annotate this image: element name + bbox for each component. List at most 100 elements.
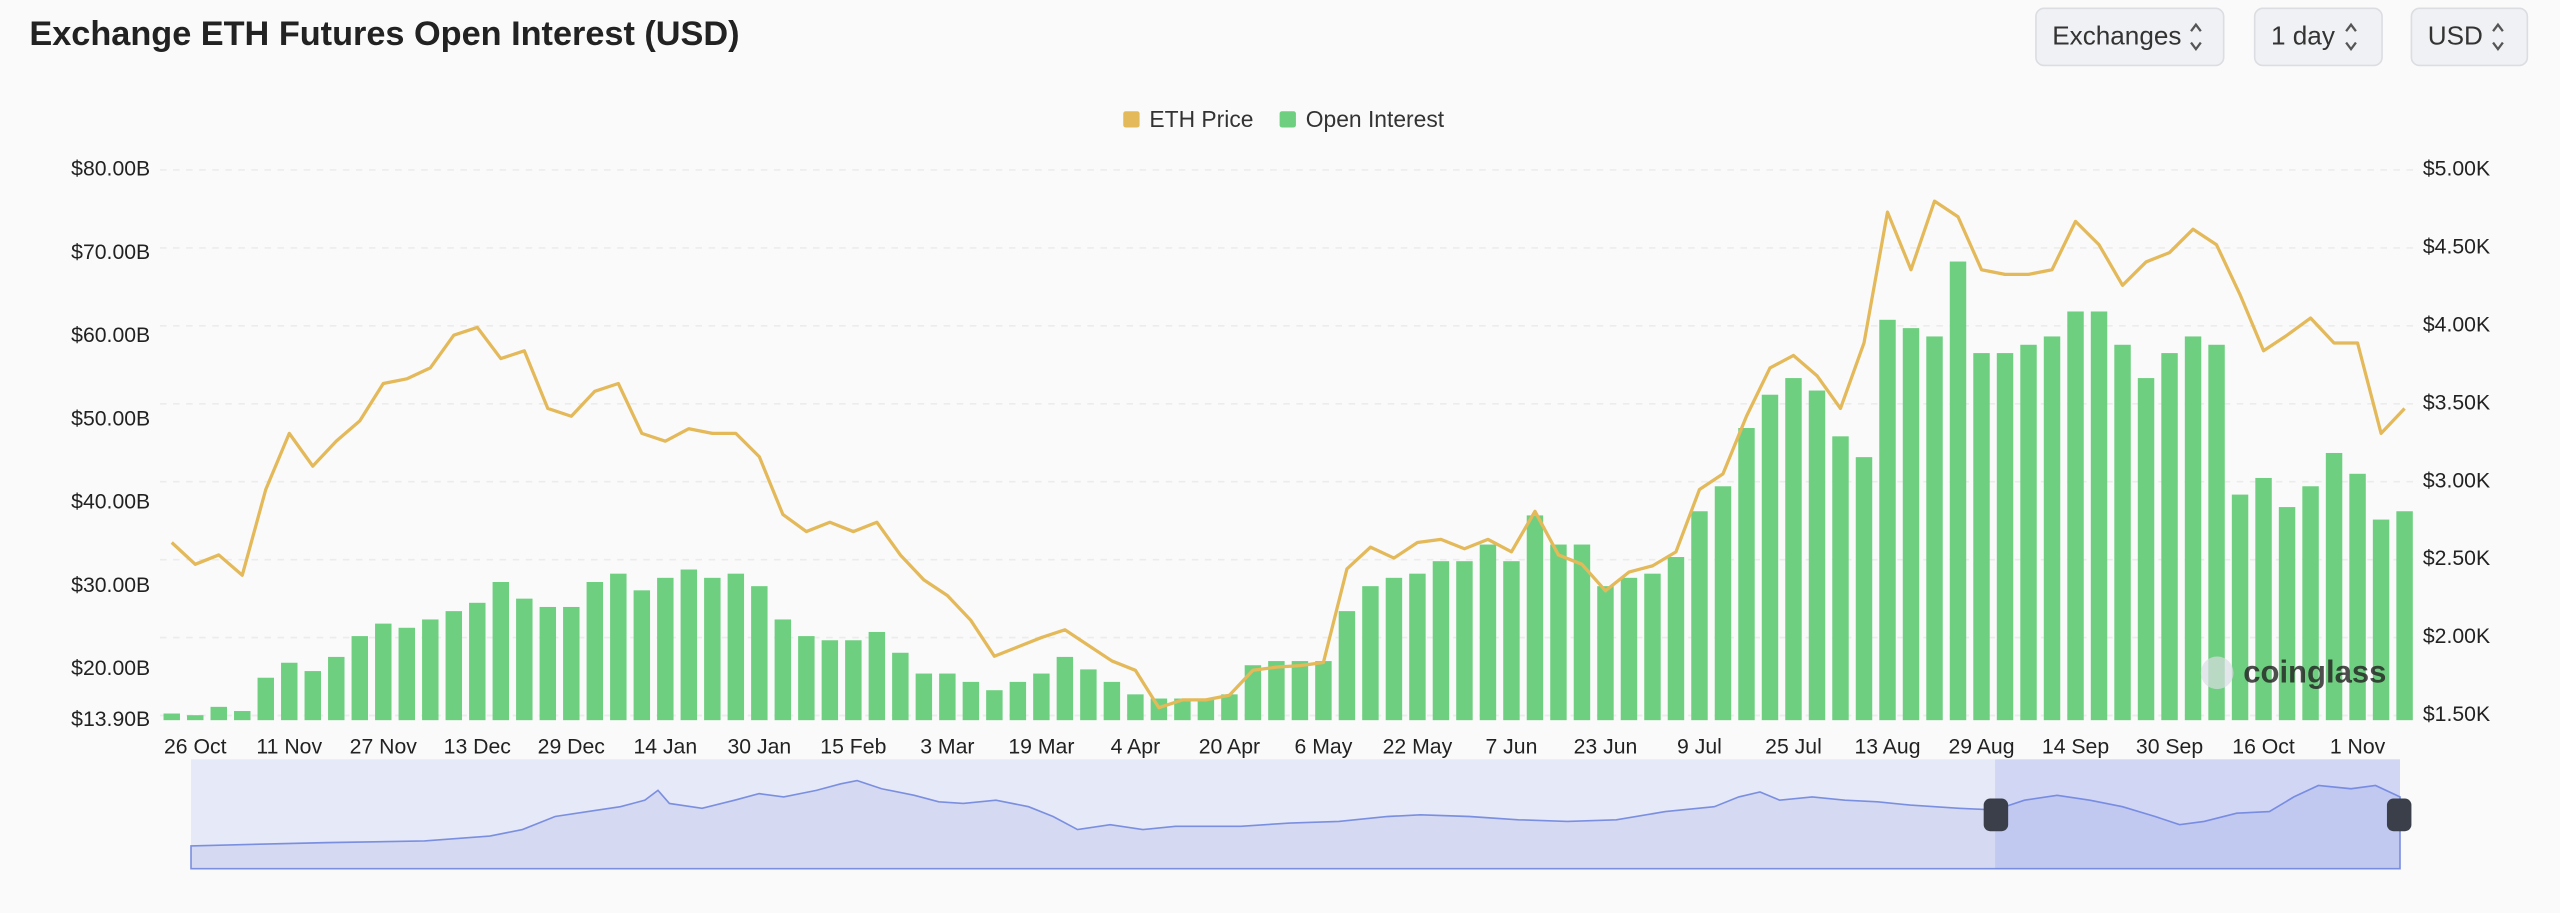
bar — [633, 590, 651, 721]
bar — [1808, 390, 1826, 721]
x-tick-label: 4 Apr — [1111, 736, 1161, 759]
y-tick-label: $50.00B — [71, 407, 150, 430]
bar — [2043, 336, 2061, 721]
control-button[interactable] — [2035, 7, 2225, 67]
bar — [234, 711, 251, 721]
bar — [2302, 486, 2319, 721]
bar — [1479, 544, 1497, 721]
bar — [821, 640, 839, 721]
x-tick-label: 29 Aug — [1948, 736, 2014, 759]
y2-tick-label: $5.00K — [2423, 158, 2490, 181]
control-button[interactable] — [2253, 7, 2383, 67]
legend-label[interactable]: ETH Price — [1149, 106, 1253, 132]
bar — [2231, 494, 2249, 721]
x-tick-label: 13 Dec — [444, 736, 512, 759]
bar — [2137, 378, 2155, 721]
navigator-selection[interactable] — [1995, 759, 2400, 869]
bar — [2067, 311, 2084, 721]
bar — [1432, 561, 1450, 721]
bar — [398, 627, 416, 721]
x-tick-label: 25 Jul — [1765, 736, 1822, 759]
x-tick-label: 30 Sep — [2136, 736, 2203, 759]
bar — [257, 677, 274, 721]
legend-swatch[interactable] — [1123, 111, 1140, 128]
bar — [469, 602, 486, 721]
bar — [1056, 656, 1074, 721]
bar — [1597, 586, 1614, 721]
x-tick-label: 15 Feb — [820, 736, 886, 759]
x-tick-label: 20 Apr — [1199, 736, 1260, 759]
bar — [1667, 557, 1685, 721]
control-label[interactable]: Exchanges — [2052, 21, 2181, 51]
bar — [1127, 694, 1144, 721]
control-button[interactable] — [2410, 7, 2529, 67]
bar — [1197, 698, 1215, 721]
bar — [2184, 336, 2202, 721]
chart-title: Exchange ETH Futures Open Interest (USD) — [29, 15, 739, 53]
chevron — [2492, 22, 2504, 52]
navigator-area — [190, 779, 2401, 870]
bar — [1221, 694, 1238, 721]
y2-tick-label: $4.50K — [2423, 236, 2490, 259]
navigator-handle[interactable] — [2386, 798, 2412, 832]
bar — [939, 673, 956, 721]
bar — [516, 598, 533, 721]
navigator — [190, 759, 2412, 870]
x-tick-label: 26 Oct — [164, 736, 227, 759]
y2-tick-label: $4.00K — [2423, 313, 2490, 336]
bar — [445, 611, 463, 721]
bar — [774, 619, 792, 721]
y2-tick-label: $2.50K — [2423, 547, 2490, 570]
x-tick-label: 1 Nov — [2330, 736, 2386, 759]
control-label[interactable]: USD — [2428, 21, 2483, 51]
bar — [1268, 661, 1285, 721]
y-tick-label: $40.00B — [71, 491, 150, 514]
bar — [1315, 661, 1332, 721]
bar — [2114, 344, 2131, 721]
y-tick-label: $13.90B — [71, 708, 150, 731]
x-tick-label: 9 Jul — [1677, 736, 1722, 759]
chevron — [2190, 22, 2202, 52]
bar — [1573, 544, 1591, 721]
bar — [1832, 436, 1849, 721]
bar — [1620, 577, 1638, 721]
navigator-handle[interactable] — [1983, 798, 2009, 832]
bar — [657, 577, 674, 721]
y2-tick-label: $3.50K — [2423, 391, 2490, 414]
bar — [962, 681, 980, 721]
x-tick-label: 14 Sep — [2042, 736, 2109, 759]
line — [170, 199, 2406, 710]
y-tick-label: $20.00B — [71, 657, 150, 680]
bars — [163, 261, 2413, 721]
x-tick-label: 6 May — [1295, 736, 1353, 759]
bar — [210, 706, 227, 721]
bar — [1033, 673, 1050, 721]
bar — [1949, 261, 1967, 721]
x-tick-label: 30 Jan — [727, 736, 791, 759]
bar — [1855, 457, 1873, 721]
chevron — [2345, 22, 2357, 52]
bar — [375, 623, 392, 721]
control-label[interactable]: 1 day — [2271, 21, 2335, 51]
bar — [281, 662, 298, 721]
bar — [1456, 561, 1473, 721]
bar — [187, 715, 204, 721]
x-tick-label: 23 Jun — [1574, 736, 1638, 759]
bar — [586, 581, 604, 721]
y-tick-label: $60.00B — [71, 324, 150, 347]
legend-swatch[interactable] — [1279, 111, 1296, 128]
bar — [2208, 344, 2225, 721]
controls: Exchanges 1 day USD — [2035, 7, 2529, 67]
bar — [610, 573, 627, 721]
bar — [1761, 394, 1779, 721]
bar — [1150, 698, 1168, 721]
bar — [539, 606, 557, 721]
x-tick-label: 14 Jan — [633, 736, 697, 759]
bar — [304, 671, 321, 721]
bar — [2020, 344, 2037, 721]
bar — [2161, 353, 2178, 721]
bar — [892, 652, 909, 721]
x-tick-label: 27 Nov — [350, 736, 418, 759]
legend-label[interactable]: Open Interest — [1306, 106, 1445, 132]
